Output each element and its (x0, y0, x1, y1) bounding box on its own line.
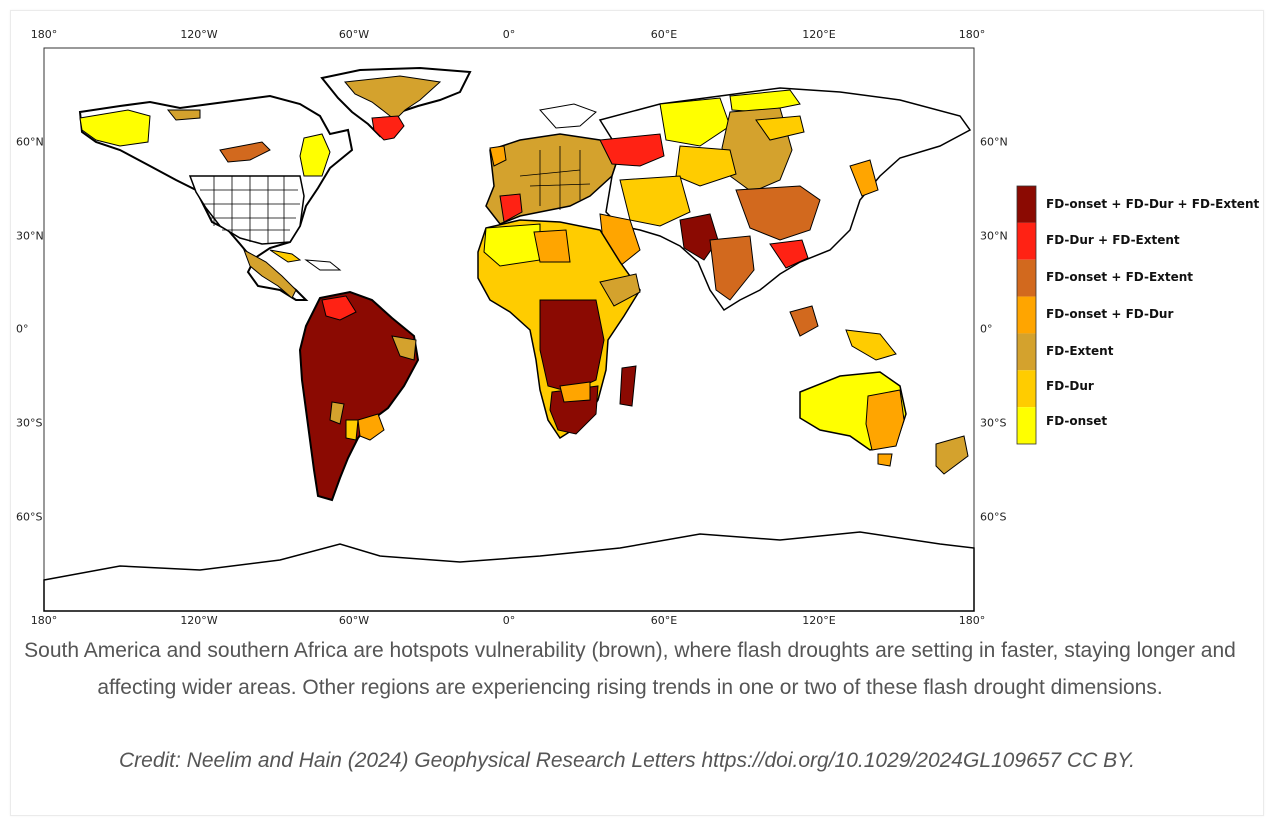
legend-label: FD-onset + FD-Extent (1046, 270, 1194, 284)
lon-tick-top: 180° (30, 28, 58, 41)
region-asia (598, 87, 972, 312)
lon-tick-top: 120°E (802, 28, 836, 41)
legend-swatch (1017, 296, 1036, 334)
lon-tick-top: 0° (502, 28, 516, 41)
legend-swatch (1017, 186, 1036, 223)
figure-caption: South America and southern Africa are ho… (24, 639, 1236, 699)
legend-swatch (1017, 370, 1036, 408)
legend-colorbar (1016, 185, 1037, 445)
region-oceania (789, 305, 969, 475)
lon-tick-bottom: 180° (30, 614, 58, 627)
region-africa (477, 219, 641, 440)
region-europe (485, 103, 621, 225)
legend-border (1016, 185, 1037, 445)
map-figure: 180° 120°W 60°W 0° 60°E 120°E 180° 180° … (16, 28, 1260, 627)
lon-tick-top: 180° (958, 28, 986, 41)
lat-tick-left: 60°S (16, 510, 43, 524)
region-antarctica (43, 531, 975, 612)
lon-tick-bottom: 120°E (802, 614, 836, 627)
lon-tick-bottom: 60°W (338, 614, 370, 627)
lon-tick-top: 120°W (180, 28, 218, 41)
lon-tick-bottom: 180° (958, 614, 986, 627)
lon-tick-bottom: 120°W (180, 614, 218, 627)
lat-tick-right: 60°S (980, 510, 1007, 524)
figure-credit: Credit: Neelim and Hain (2024) Geophysic… (119, 749, 1135, 772)
region-north-america (78, 94, 354, 301)
legend-label: FD-Extent (1046, 344, 1114, 358)
legend-label: FD-onset + FD-Dur (1046, 307, 1174, 321)
legend-swatch (1017, 222, 1036, 260)
legend-label: FD-onset + FD-Dur + FD-Extent (1046, 197, 1260, 211)
legend-label: FD-Dur (1046, 379, 1094, 393)
legend-swatch (1017, 259, 1036, 297)
lon-tick-bottom: 60°E (650, 614, 678, 627)
region-greenland (320, 66, 472, 141)
world-map (43, 47, 1037, 612)
legend-swatch (1017, 407, 1036, 444)
legend-label: FD-onset (1046, 414, 1108, 428)
lon-tick-bottom: 0° (502, 614, 516, 627)
legend-label: FD-Dur + FD-Extent (1046, 233, 1180, 247)
lat-tick-left: 60°N (16, 135, 44, 149)
lat-tick-left: 30°S (16, 416, 43, 430)
lat-tick-right: 30°S (980, 416, 1007, 430)
lat-tick-right: 30°N (980, 229, 1008, 243)
region-south-america (298, 290, 420, 502)
lat-tick-left: 30°N (16, 229, 44, 243)
lat-tick-left: 0° (16, 322, 29, 336)
lon-tick-top: 60°W (338, 28, 370, 41)
lon-tick-top: 60°E (650, 28, 678, 41)
lat-tick-right: 0° (980, 322, 993, 336)
lat-tick-right: 60°N (980, 135, 1008, 149)
legend-swatch (1017, 333, 1036, 371)
